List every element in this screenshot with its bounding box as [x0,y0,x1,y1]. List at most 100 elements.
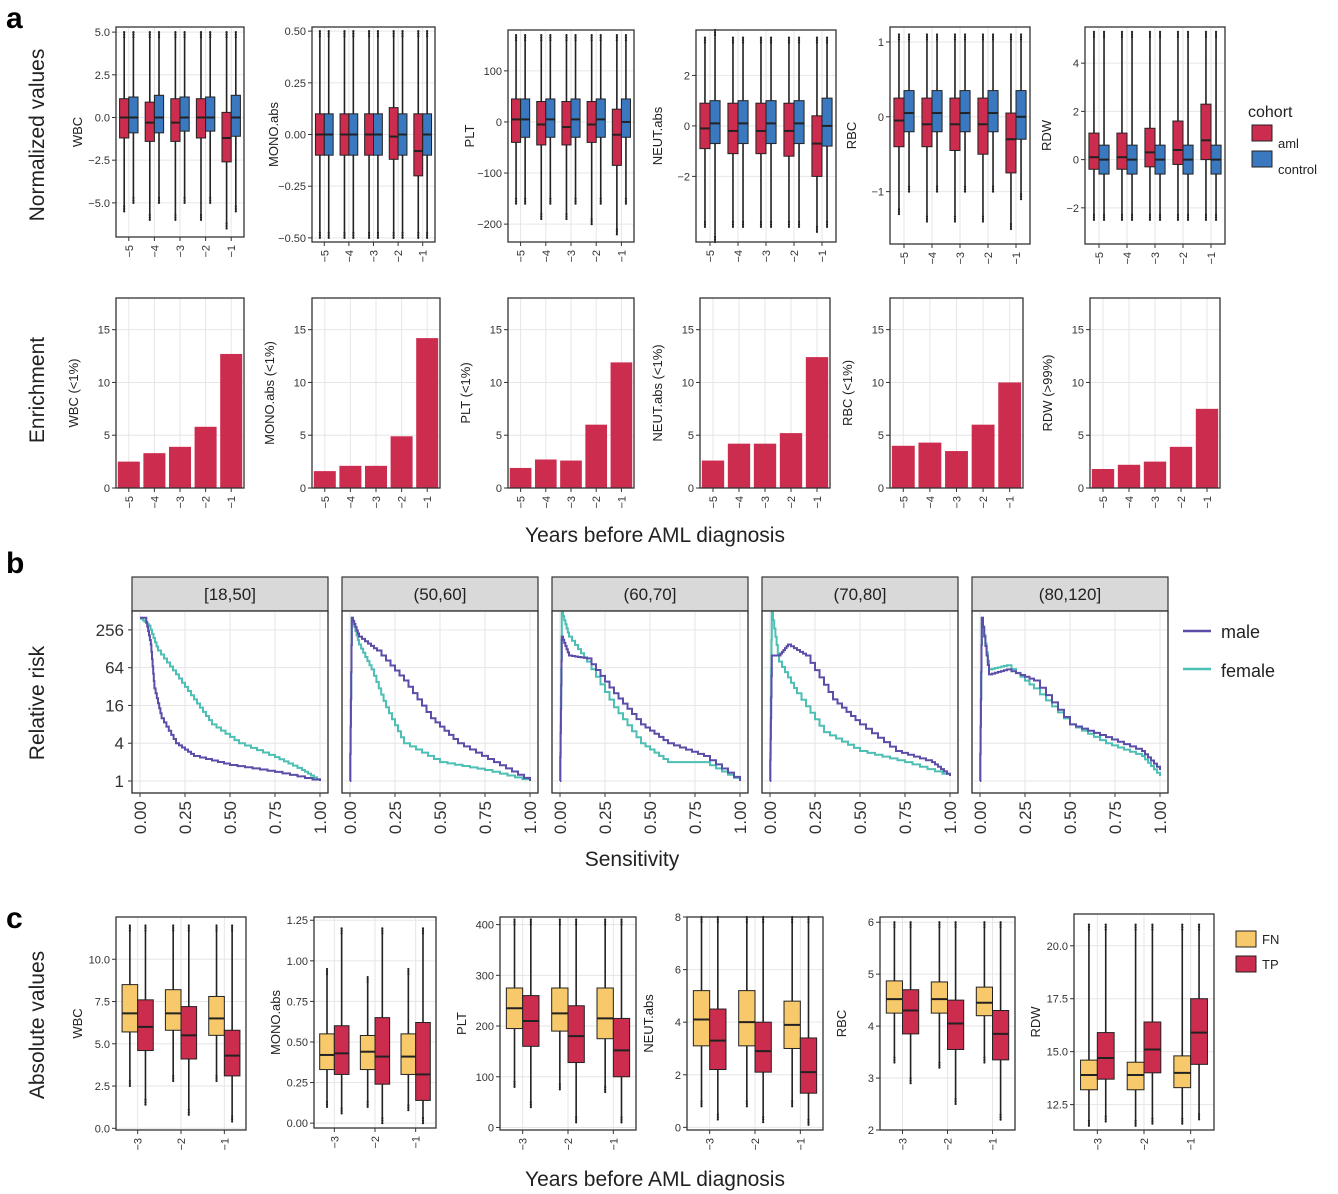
box-outlier [1104,1115,1107,1118]
box-body [536,101,547,146]
box-outlier [981,38,985,41]
box-outlier [1176,218,1180,221]
box-outlier [1204,213,1208,216]
box-outlier [209,201,212,204]
box-outlier [514,34,518,37]
box-outlier [769,36,773,39]
box-outlier [938,926,941,929]
box-outlier [825,38,829,42]
box-outlier [769,225,773,228]
box-outlier [123,210,126,213]
box-body [1116,132,1128,170]
box-outlier [703,223,707,226]
box-outlier [963,38,967,41]
strip-bg [131,576,329,612]
box-outlier [1181,1117,1184,1120]
box-outlier [407,970,410,973]
box-outlier [953,33,957,36]
box-outlier [797,220,801,223]
box-outlier [549,34,552,37]
bar [1195,408,1219,488]
x-tick-label: −1 [817,250,829,263]
box-outlier [624,202,628,205]
box-outlier [787,38,791,42]
box-outlier [935,185,939,188]
box-outlier [132,36,135,39]
box-outlier [187,926,190,930]
box-body [586,101,597,143]
y-tick-label: 5 [868,969,874,981]
bar [779,433,803,488]
y-tick-label: 4 [868,1021,874,1033]
box-outlier [148,31,151,34]
x-tick-label: −1 [1011,252,1023,265]
box-outlier [963,188,967,191]
box-outlier [157,33,161,36]
panel-letter-c: c [6,902,23,935]
x-tick-label: −1 [226,496,238,509]
box-outlier [590,218,593,221]
box-outlier [513,1083,516,1086]
x-tick-label: −5 [124,496,136,509]
box-body [180,1006,198,1060]
box-outlier [1151,1120,1154,1123]
box-outlier [1130,218,1134,221]
box-outlier [745,920,748,924]
legend-swatch-fn [1235,930,1257,948]
y-tick-label: 1.25 [287,915,308,927]
box-outlier [318,234,321,237]
box-outlier [575,1118,578,1121]
box-outlier [787,41,791,44]
box-outlier [1204,33,1208,36]
y-tick-label: 10.0 [89,954,110,966]
box-outlier [367,231,371,234]
y-tick-label: 10 [682,377,694,389]
box-outlier [225,36,228,39]
box-outlier [340,929,343,932]
box-outlier [731,41,735,44]
box-outlier [599,200,602,203]
y-tick-label: 8 [675,912,681,924]
box-body [975,986,993,1017]
box-outlier [172,1077,175,1080]
x-tick-label: −1 [418,250,430,263]
box-outlier [1158,213,1162,216]
x-label-c: Years before AML diagnosis [525,1168,785,1191]
box-outlier [791,1105,794,1108]
y-axis-label: RBC (<1%) [840,360,855,426]
y-tick-label: 0 [496,483,502,495]
box-outlier [1092,216,1096,219]
box-outlier [981,217,985,221]
box-outlier [1214,33,1218,36]
box-body [1143,1021,1162,1074]
box-outlier [381,1119,384,1122]
y-tick-label: 0 [878,483,884,495]
a-bottom-panel-WBC (<1%): 0 5 10 15 −5 −4 −3 −2 −1 WBC (<1%) [66,297,245,509]
box-outlier [343,35,346,38]
box-body [1015,90,1027,140]
x-tick-label: −1 [1206,252,1218,265]
x-tick-label: 0.75 [896,801,915,834]
box-outlier [549,202,552,205]
box-outlier [209,31,212,34]
box-body [765,100,777,145]
x-tick-label: 1.00 [521,801,540,834]
y-axis-label: NEUT.abs (<1%) [650,344,665,441]
box-outlier [215,929,218,932]
box-outlier [1197,925,1201,929]
box-outlier [953,35,957,39]
y-tick-label: −100 [477,168,502,180]
x-tick-label: −3 [518,1138,530,1151]
box-outlier [1120,216,1124,219]
box-outlier [1186,35,1190,38]
box-outlier [925,33,929,36]
box-outlier [376,236,380,239]
box-body [388,107,399,160]
x-tick-label: −5 [319,250,331,263]
box-outlier [1102,216,1106,219]
strip-label: [18,50] [204,585,256,604]
box-body [520,98,531,138]
y-tick-label: 100 [484,66,502,78]
box-outlier [1176,216,1180,219]
box-body [223,1029,241,1077]
